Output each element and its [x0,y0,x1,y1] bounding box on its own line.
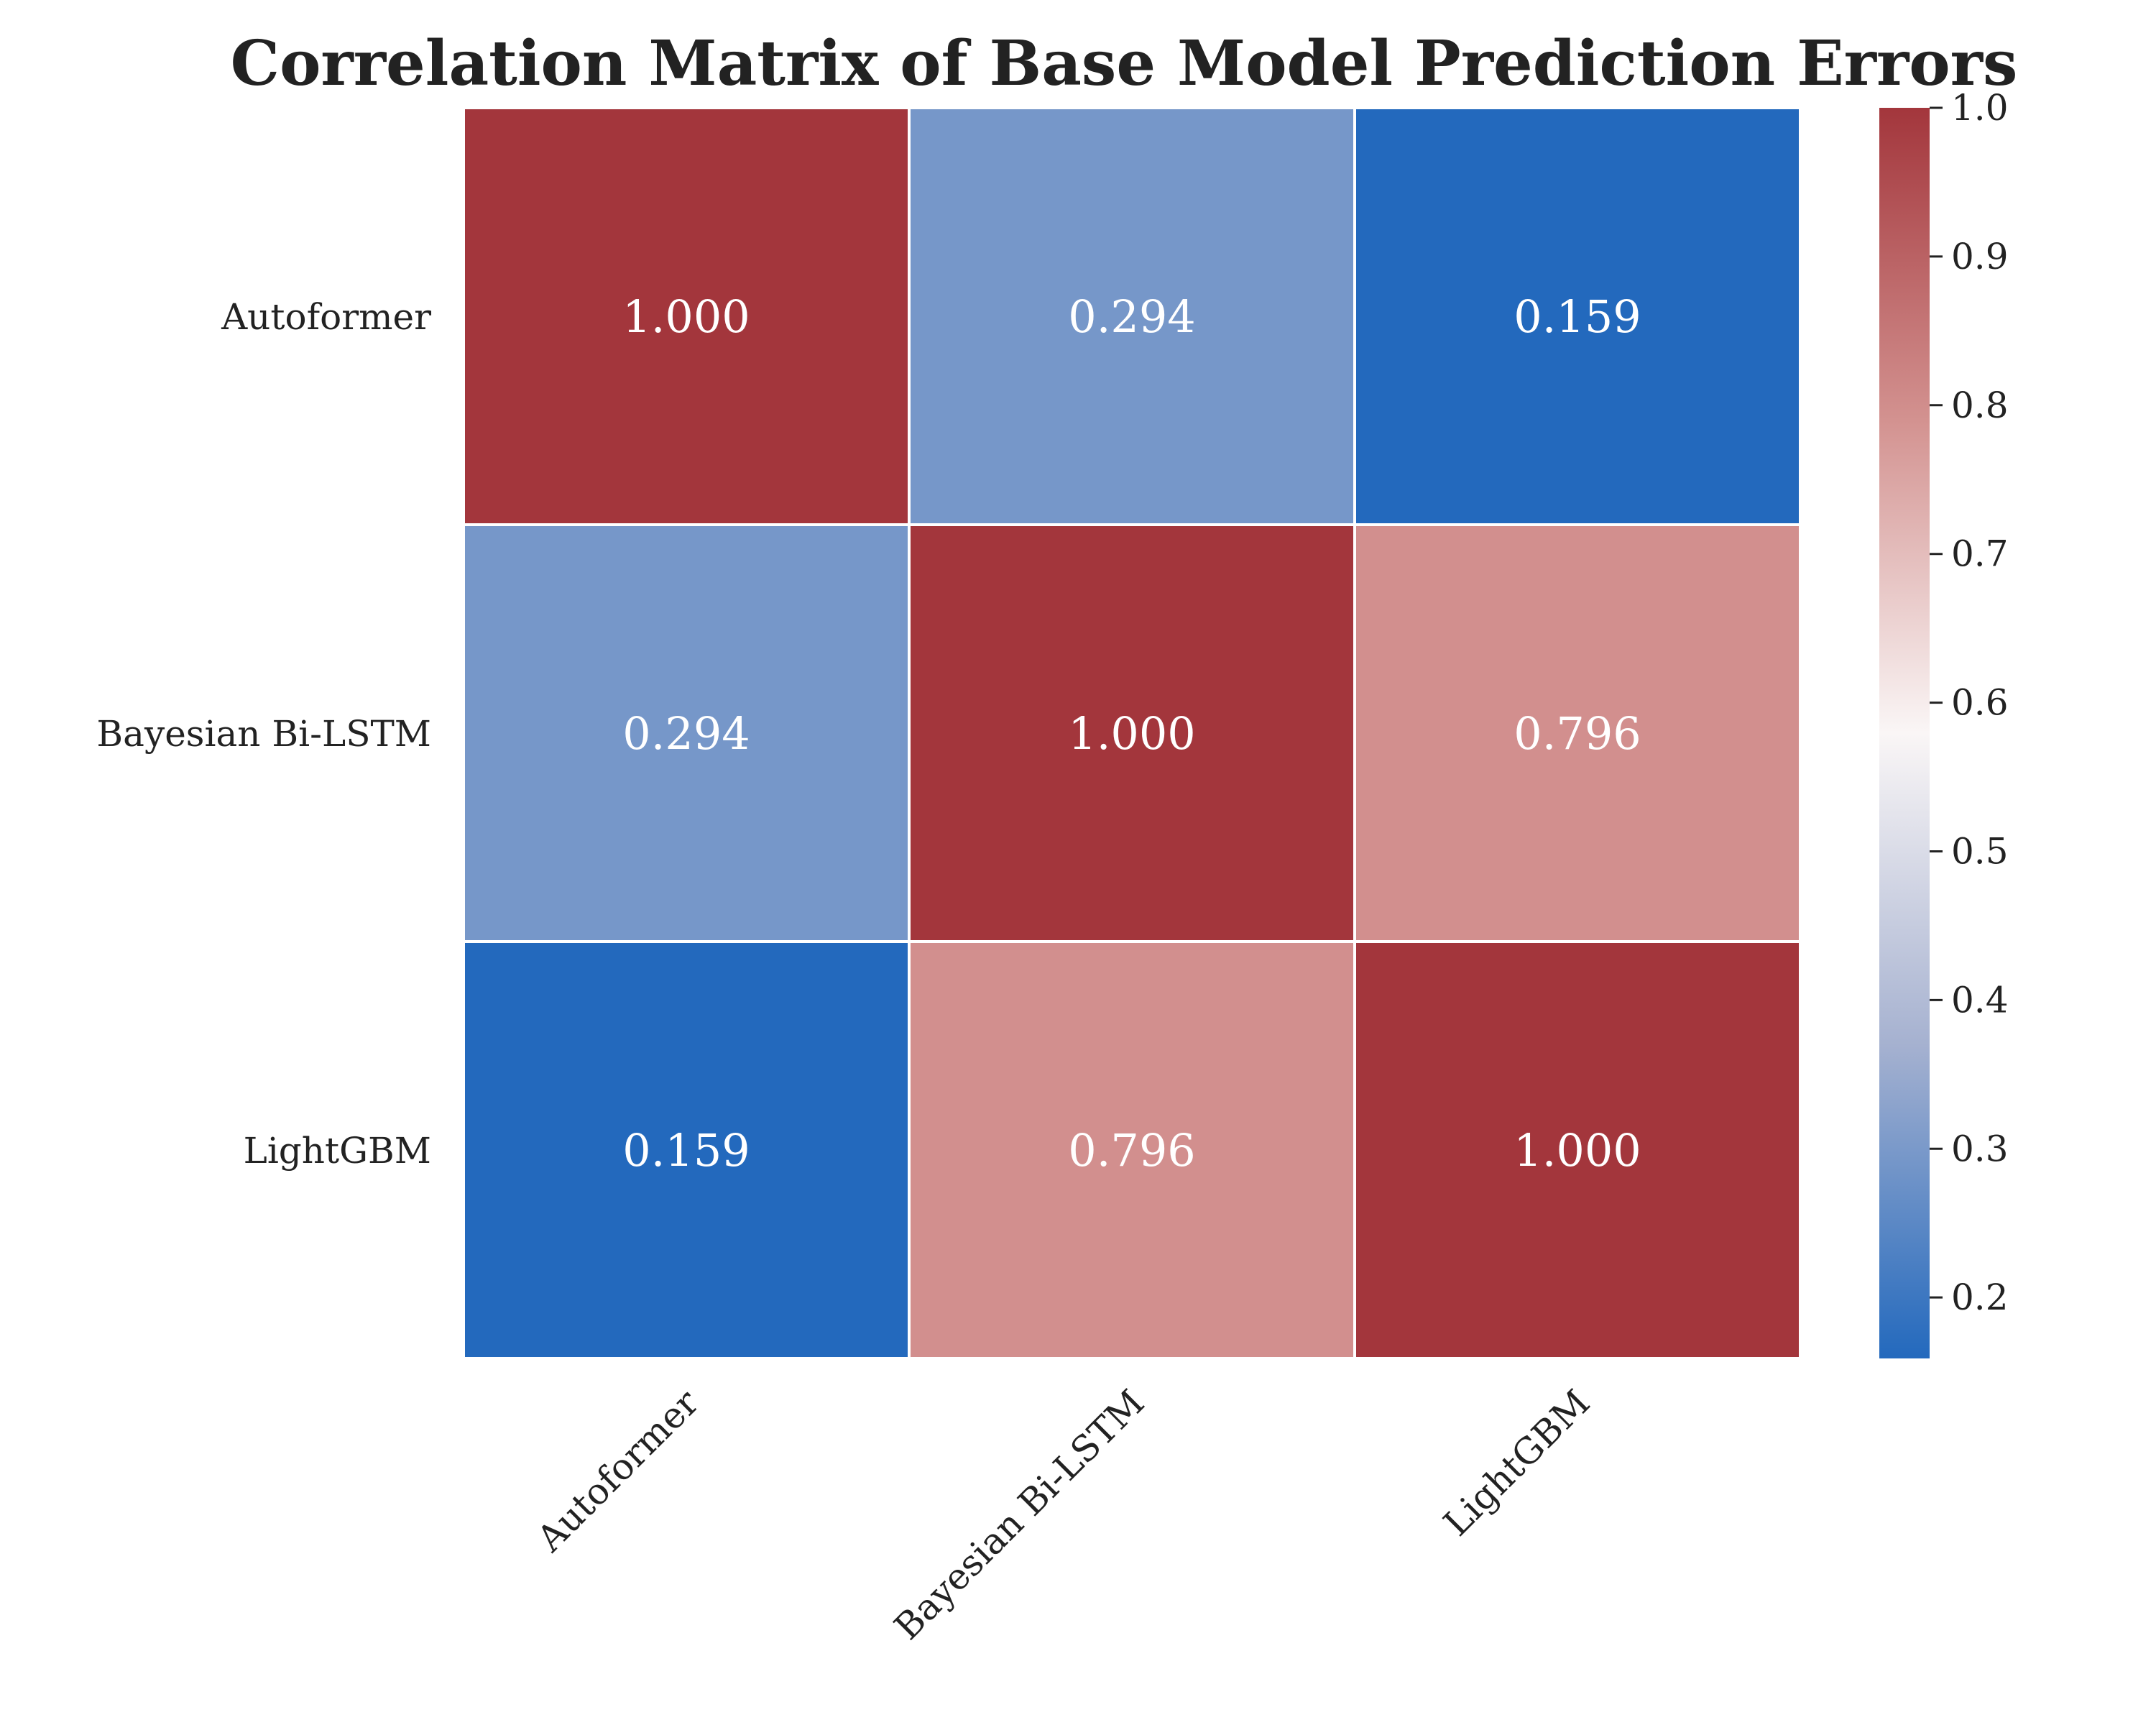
column-tick-label: Autoformer [528,1381,706,1560]
colorbar-tick-label: 0.3 [1951,1128,2009,1169]
column-labels: Autoformer Bayesian Bi-LSTM LightGBM [528,1381,1598,1647]
cell-value-label: 1.000 [1514,1124,1641,1177]
cell-value-label: 0.159 [622,1124,750,1177]
colorbar-tick-label: 0.2 [1951,1276,2009,1318]
column-tick-label: LightGBM [1436,1381,1598,1544]
cell-value-label: 0.159 [1514,290,1641,343]
cell-value-label: 0.294 [622,707,750,760]
colorbar-tick-label: 0.6 [1951,682,2009,724]
row-tick-label: LightGBM [244,1130,431,1172]
row-labels: Autoformer Bayesian Bi-LSTM LightGBM [96,296,431,1172]
heatmap-cell [908,523,1356,943]
cell-value-label: 0.796 [1068,1124,1196,1177]
heatmap-cell [908,106,1356,526]
heatmap-cell [908,940,1356,1360]
colorbar-tick-label: 0.8 [1951,385,2009,426]
column-tick-label: Bayesian Bi-LSTM [886,1381,1152,1647]
colorbar-tick-label: 0.4 [1951,979,2009,1021]
cell-value-label: 1.000 [622,290,750,343]
colorbar-tick-label: 0.5 [1951,830,2009,872]
heatmap-cell [1353,106,1802,526]
colorbar-tick-label: 0.7 [1951,533,2009,575]
heatmap-cell [1353,523,1802,943]
heatmap-cell [462,940,911,1360]
row-tick-label: Autoformer [221,296,431,338]
chart-title: Correlation Matrix of Base Model Predict… [231,27,2018,100]
heatmap-cell [1353,940,1802,1360]
colorbar-gradient [1879,108,1930,1358]
cell-value-label: 1.000 [1068,707,1196,760]
colorbar: 0.2 0.3 0.4 0.5 0.6 0.7 0.8 0.9 1.0 [1879,87,2009,1358]
heatmap-cell [462,106,911,526]
heatmap-cells: 1.000 0.294 0.159 0.294 1.000 0.796 0.159 0.796… [462,106,1802,1360]
colorbar-tick-label: 0.9 [1951,236,2009,277]
cell-value-label: 0.294 [1068,290,1196,343]
cell-value-label: 0.796 [1514,707,1641,760]
heatmap-cell [462,523,911,943]
colorbar-tick-label: 1.0 [1951,87,2009,129]
row-tick-label: Bayesian Bi-LSTM [96,713,431,755]
